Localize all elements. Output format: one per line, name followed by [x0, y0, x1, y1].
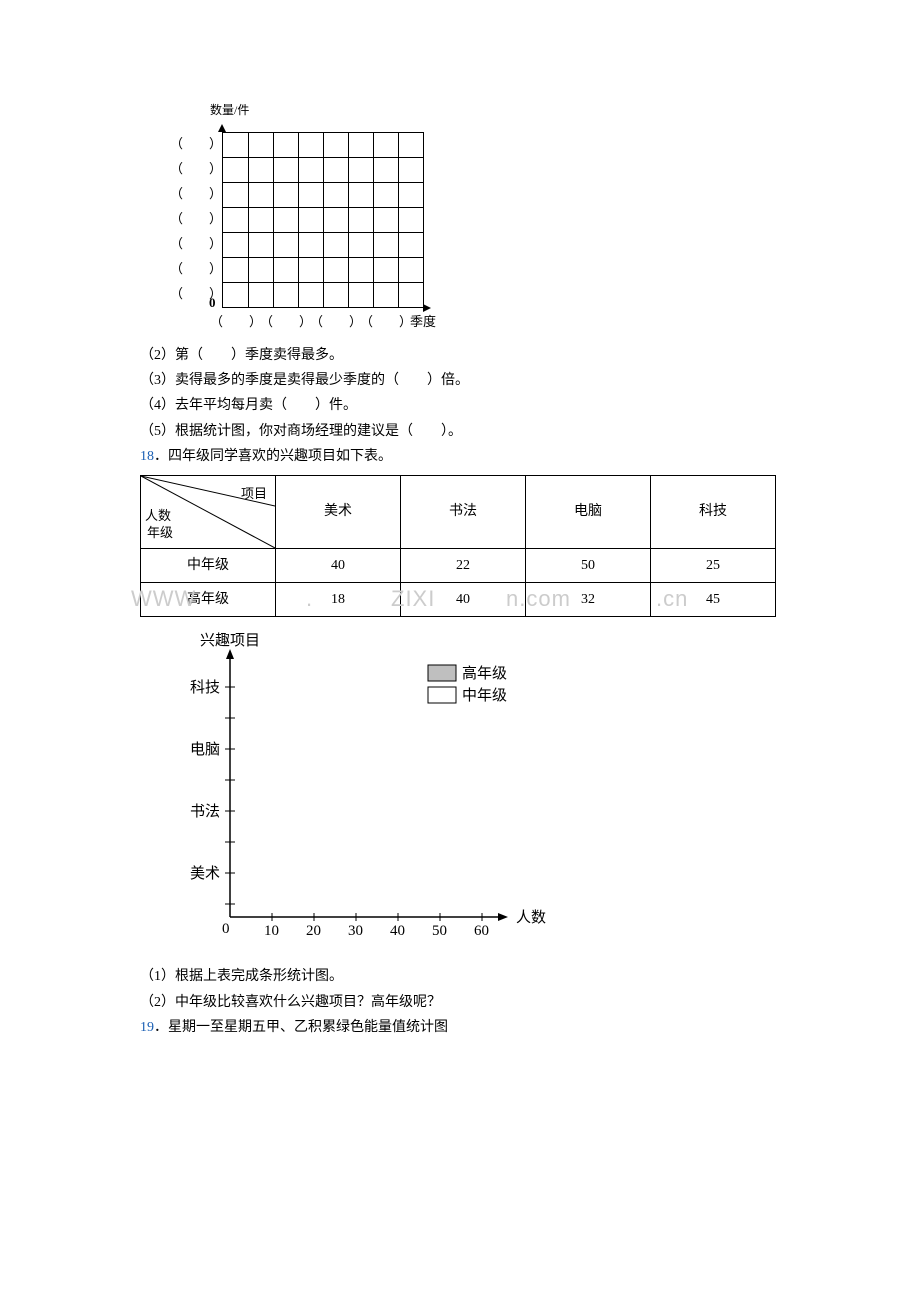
- cell: 25: [651, 548, 776, 582]
- x-axis-label: 季度: [410, 310, 436, 333]
- watermark: .: [306, 579, 313, 619]
- chart-title: 兴趣项目: [200, 632, 260, 649]
- q19-dot: ．: [154, 1020, 168, 1035]
- q18-sub1: （1）根据上表完成条形统计图。: [140, 964, 780, 989]
- arrow-up-icon: [218, 124, 226, 132]
- col-tech: 科技: [651, 475, 776, 548]
- x-tick-blank: （ ）: [260, 310, 310, 333]
- y-tick-blank: （ ）: [170, 232, 222, 257]
- q17-sub2: （2）第（ ）季度卖得最多。: [140, 343, 780, 368]
- grid-wrap: 0: [222, 124, 423, 308]
- x-tick-blank: （ ）: [210, 310, 260, 333]
- interest-table: 项目 人数 年级 美术 书法 电脑 科技 中年级 40 22 50 25 高年级…: [140, 475, 776, 617]
- svg-text:60: 60: [474, 923, 489, 939]
- q19-number: 19: [140, 1020, 154, 1035]
- svg-text:电脑: 电脑: [190, 741, 220, 758]
- y-axis-label: 数量/件: [210, 100, 780, 122]
- q17-sub5: （5）根据统计图，你对商场经理的建议是（ ）。: [140, 419, 780, 444]
- y-tick-blank: （ ）: [170, 207, 222, 232]
- legend-label: 中年级: [462, 687, 507, 704]
- cell: 18 .: [276, 583, 401, 617]
- cell: 22: [401, 548, 526, 582]
- row-high-label-text: 高年级: [187, 592, 229, 607]
- chart-body: （ ）（ ）（ ）（ ）（ ）（ ）（ ） 0: [170, 124, 780, 308]
- arrow-right-icon: [498, 913, 508, 921]
- y-categories: 科技电脑书法美术: [190, 679, 235, 904]
- x-ticks-row: （ ）（ ）（ ）（ ）季度: [210, 310, 780, 333]
- row-mid-label: 中年级: [141, 548, 276, 582]
- cell: 32 n.com: [526, 583, 651, 617]
- svg-text:美术: 美术: [190, 865, 220, 882]
- q18-dot: ．: [154, 449, 168, 464]
- col-art: 美术: [276, 475, 401, 548]
- x-axis-label: 人数: [516, 909, 546, 926]
- svg-text:30: 30: [348, 923, 363, 939]
- legend-label: 高年级: [462, 665, 507, 682]
- table-row: 高年级 WWW 18 . 40 ZIXI 32 n.com 45 .cn: [141, 583, 776, 617]
- row-high-label: 高年级 WWW: [141, 583, 276, 617]
- table-header-row: 项目 人数 年级 美术 书法 电脑 科技: [141, 475, 776, 548]
- q17-sub4: （4）去年平均每月卖（ ）件。: [140, 393, 780, 418]
- legend: 高年级 中年级: [428, 665, 507, 704]
- cell-text: 40: [456, 592, 470, 607]
- q19-stem: 星期一至星期五甲、乙积累绿色能量值统计图: [168, 1020, 448, 1035]
- y-tick-blank: （ ）: [170, 182, 222, 207]
- svg-text:书法: 书法: [190, 803, 220, 820]
- interest-bar-chart-blank: 兴趣项目 科技电脑书法美术 10 20 30 40 50 60 0 人数 高年级 中年级: [160, 627, 780, 956]
- svg-text:40: 40: [390, 923, 405, 939]
- arrow-right-icon: [423, 304, 431, 312]
- q17-sub3: （3）卖得最多的季度是卖得最少季度的（ ）倍。: [140, 368, 780, 393]
- table-header-diagonal: 项目 人数 年级: [141, 475, 276, 548]
- cell-text: 45: [706, 592, 720, 607]
- y-tick-blank: （ ）: [170, 257, 222, 282]
- q18-stem-line: 18．四年级同学喜欢的兴趣项目如下表。: [140, 444, 780, 469]
- svg-text:20: 20: [306, 923, 321, 939]
- origin-zero: 0: [222, 921, 230, 937]
- grid: 0: [222, 132, 423, 308]
- x-tick-blank: （ ）: [310, 310, 360, 333]
- cell: 40: [276, 548, 401, 582]
- arrow-up-icon: [226, 649, 234, 659]
- cell: 40 ZIXI: [401, 583, 526, 617]
- header-project: 项目: [241, 482, 267, 505]
- q18-sub2: （2）中年级比较喜欢什么兴趣项目？高年级呢？: [140, 990, 780, 1015]
- q19-stem-line: 19．星期一至星期五甲、乙积累绿色能量值统计图: [140, 1015, 780, 1040]
- y-ticks: （ ）（ ）（ ）（ ）（ ）（ ）（ ）: [170, 132, 222, 307]
- origin-zero: 0: [209, 291, 216, 314]
- cell: 50: [526, 548, 651, 582]
- table-row: 中年级 40 22 50 25: [141, 548, 776, 582]
- cell: 45 .cn: [651, 583, 776, 617]
- watermark: .cn: [656, 579, 688, 619]
- cell-text: 18: [331, 592, 345, 607]
- cell-text: 32: [581, 592, 595, 607]
- svg-text:10: 10: [264, 923, 279, 939]
- q18-stem: 四年级同学喜欢的兴趣项目如下表。: [168, 449, 392, 464]
- header-grade: 年级: [147, 521, 173, 544]
- x-tick-blank: （ ）: [360, 310, 410, 333]
- q18-number: 18: [140, 449, 154, 464]
- col-computer: 电脑: [526, 475, 651, 548]
- svg-text:50: 50: [432, 923, 447, 939]
- y-tick-blank: （ ）: [170, 157, 222, 182]
- col-calligraphy: 书法: [401, 475, 526, 548]
- blank-bar-chart: 数量/件 （ ）（ ）（ ）（ ）（ ）（ ）（ ） 0 （ ）（ ）（ ）（ …: [170, 100, 780, 333]
- y-tick-blank: （ ）: [170, 132, 222, 157]
- svg-text:科技: 科技: [190, 679, 220, 696]
- chart-svg: 兴趣项目 科技电脑书法美术 10 20 30 40 50 60 0 人数 高年级 中年级: [160, 627, 560, 947]
